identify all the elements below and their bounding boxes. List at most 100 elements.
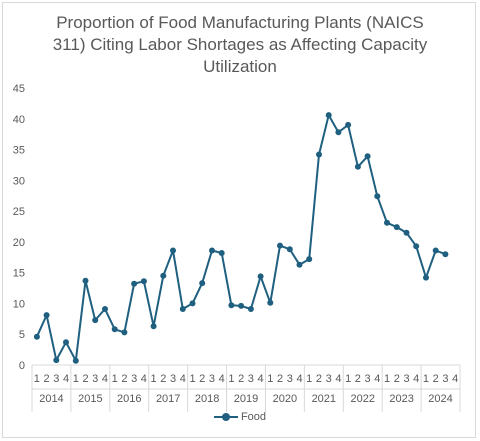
data-point — [316, 151, 322, 158]
x-tick-label-quarter: 3 — [131, 373, 137, 385]
y-tick-label: 15 — [13, 268, 25, 280]
data-point — [374, 193, 381, 200]
data-point — [423, 274, 429, 281]
x-tick-label-quarter: 1 — [228, 373, 234, 385]
x-tick-label-quarter: 2 — [355, 373, 361, 385]
chart-title-line-3: Utilization — [203, 57, 277, 76]
x-tick-label-quarter: 2 — [199, 373, 205, 385]
data-point — [140, 278, 147, 285]
x-tick-label-quarter: 2 — [238, 373, 244, 385]
x-tick-label-quarter: 1 — [306, 373, 312, 385]
data-point — [43, 312, 50, 319]
series-line-food — [35, 114, 446, 362]
x-tick-label-quarter: 2 — [433, 373, 439, 385]
x-tick-label-year: 2018 — [195, 393, 219, 405]
data-point — [393, 224, 400, 231]
data-point — [150, 323, 157, 330]
x-tick-label-quarter: 3 — [248, 373, 254, 385]
data-point — [364, 153, 371, 160]
x-tick-label-quarter: 3 — [442, 373, 448, 385]
y-tick-label: 40 — [13, 114, 25, 126]
x-tick-label-quarter: 1 — [345, 373, 351, 385]
x-tick-label-quarter: 2 — [394, 373, 400, 385]
x-tick-label-quarter: 2 — [82, 373, 88, 385]
chart-frame — [2, 2, 476, 438]
legend-marker-icon — [213, 412, 238, 422]
x-tick-label-quarter: 4 — [452, 373, 458, 385]
x-tick-label-quarter: 1 — [34, 373, 40, 385]
x-tick-label-quarter: 1 — [423, 373, 429, 385]
x-tick-label-quarter: 4 — [219, 373, 225, 385]
y-tick-label: 30 — [13, 175, 25, 187]
data-point — [325, 112, 332, 119]
data-point — [199, 280, 206, 287]
x-tick-label-quarter: 4 — [374, 373, 380, 385]
x-tick-label-quarter: 1 — [384, 373, 390, 385]
data-point — [384, 219, 390, 226]
data-point — [267, 299, 274, 306]
x-tick-label-quarter: 3 — [326, 373, 332, 385]
x-tick-label-year: 2020 — [273, 393, 297, 405]
data-point — [160, 272, 167, 279]
y-tick-label: 10 — [13, 298, 25, 310]
data-point — [121, 329, 128, 336]
data-point — [72, 357, 79, 364]
legend: Food — [0, 411, 480, 423]
data-point — [345, 121, 352, 128]
x-tick-label-quarter: 2 — [121, 373, 127, 385]
data-point — [286, 246, 293, 253]
x-tick-label-quarter: 4 — [335, 373, 341, 385]
data-point — [413, 243, 420, 250]
x-tick-label-year: 2014 — [39, 393, 63, 405]
data-point — [53, 357, 60, 364]
x-tick-label-quarter: 3 — [287, 373, 293, 385]
data-point — [306, 256, 313, 263]
x-tick-label-year: 2015 — [78, 393, 102, 405]
data-point — [102, 306, 108, 312]
x-tick-label-quarter: 1 — [267, 373, 273, 385]
x-tick-label-year: 2017 — [156, 393, 180, 405]
x-tick-label-quarter: 4 — [258, 373, 264, 385]
chart-title: Proportion of Food Manufacturing Plants … — [20, 12, 460, 78]
x-tick-label-quarter: 2 — [160, 373, 166, 385]
data-point — [257, 273, 264, 280]
x-tick-label-quarter: 1 — [151, 373, 157, 385]
chart-title-line-2: 311) Citing Labor Shortages as Affecting… — [52, 35, 428, 54]
legend-label-food: Food — [240, 411, 267, 423]
data-point — [82, 277, 89, 284]
series-layer — [33, 112, 449, 364]
x-tick-label-year: 2016 — [117, 393, 141, 405]
data-point — [238, 302, 245, 309]
x-tick-label-quarter: 3 — [209, 373, 215, 385]
x-tick-label-quarter: 1 — [73, 373, 79, 385]
y-tick-label: 35 — [13, 145, 25, 157]
x-tick-label-year: 2019 — [234, 393, 258, 405]
data-point — [209, 247, 215, 254]
x-tick-label-quarter: 3 — [92, 373, 98, 385]
data-point — [33, 333, 40, 340]
x-tick-label-year: 2022 — [350, 393, 374, 405]
x-tick-label-quarter: 4 — [180, 373, 186, 385]
x-tick-label-quarter: 4 — [102, 373, 108, 385]
data-point — [296, 261, 303, 268]
y-tick-label: 0 — [19, 360, 25, 372]
data-point — [354, 163, 361, 170]
x-tick-label-quarter: 3 — [403, 373, 409, 385]
y-tick-label: 45 — [13, 83, 25, 95]
x-tick-label-year: 2023 — [389, 393, 413, 405]
chart-title-line-1: Proportion of Food Manufacturing Plants … — [56, 13, 424, 32]
x-tick-label-quarter: 2 — [44, 373, 50, 385]
x-tick-label-quarter: 3 — [170, 373, 176, 385]
x-tick-label-year: 2024 — [428, 393, 452, 405]
data-point — [111, 326, 118, 333]
x-tick-label-quarter: 4 — [141, 373, 147, 385]
data-point — [218, 250, 225, 256]
data-point — [92, 317, 99, 324]
data-point — [247, 306, 254, 312]
y-tick-label: 25 — [13, 206, 25, 218]
data-point — [189, 300, 196, 307]
y-axis: 0 5 10 15 20 25 30 35 40 45 — [13, 83, 25, 372]
data-point — [432, 247, 439, 254]
x-tick-label-quarter: 1 — [189, 373, 195, 385]
